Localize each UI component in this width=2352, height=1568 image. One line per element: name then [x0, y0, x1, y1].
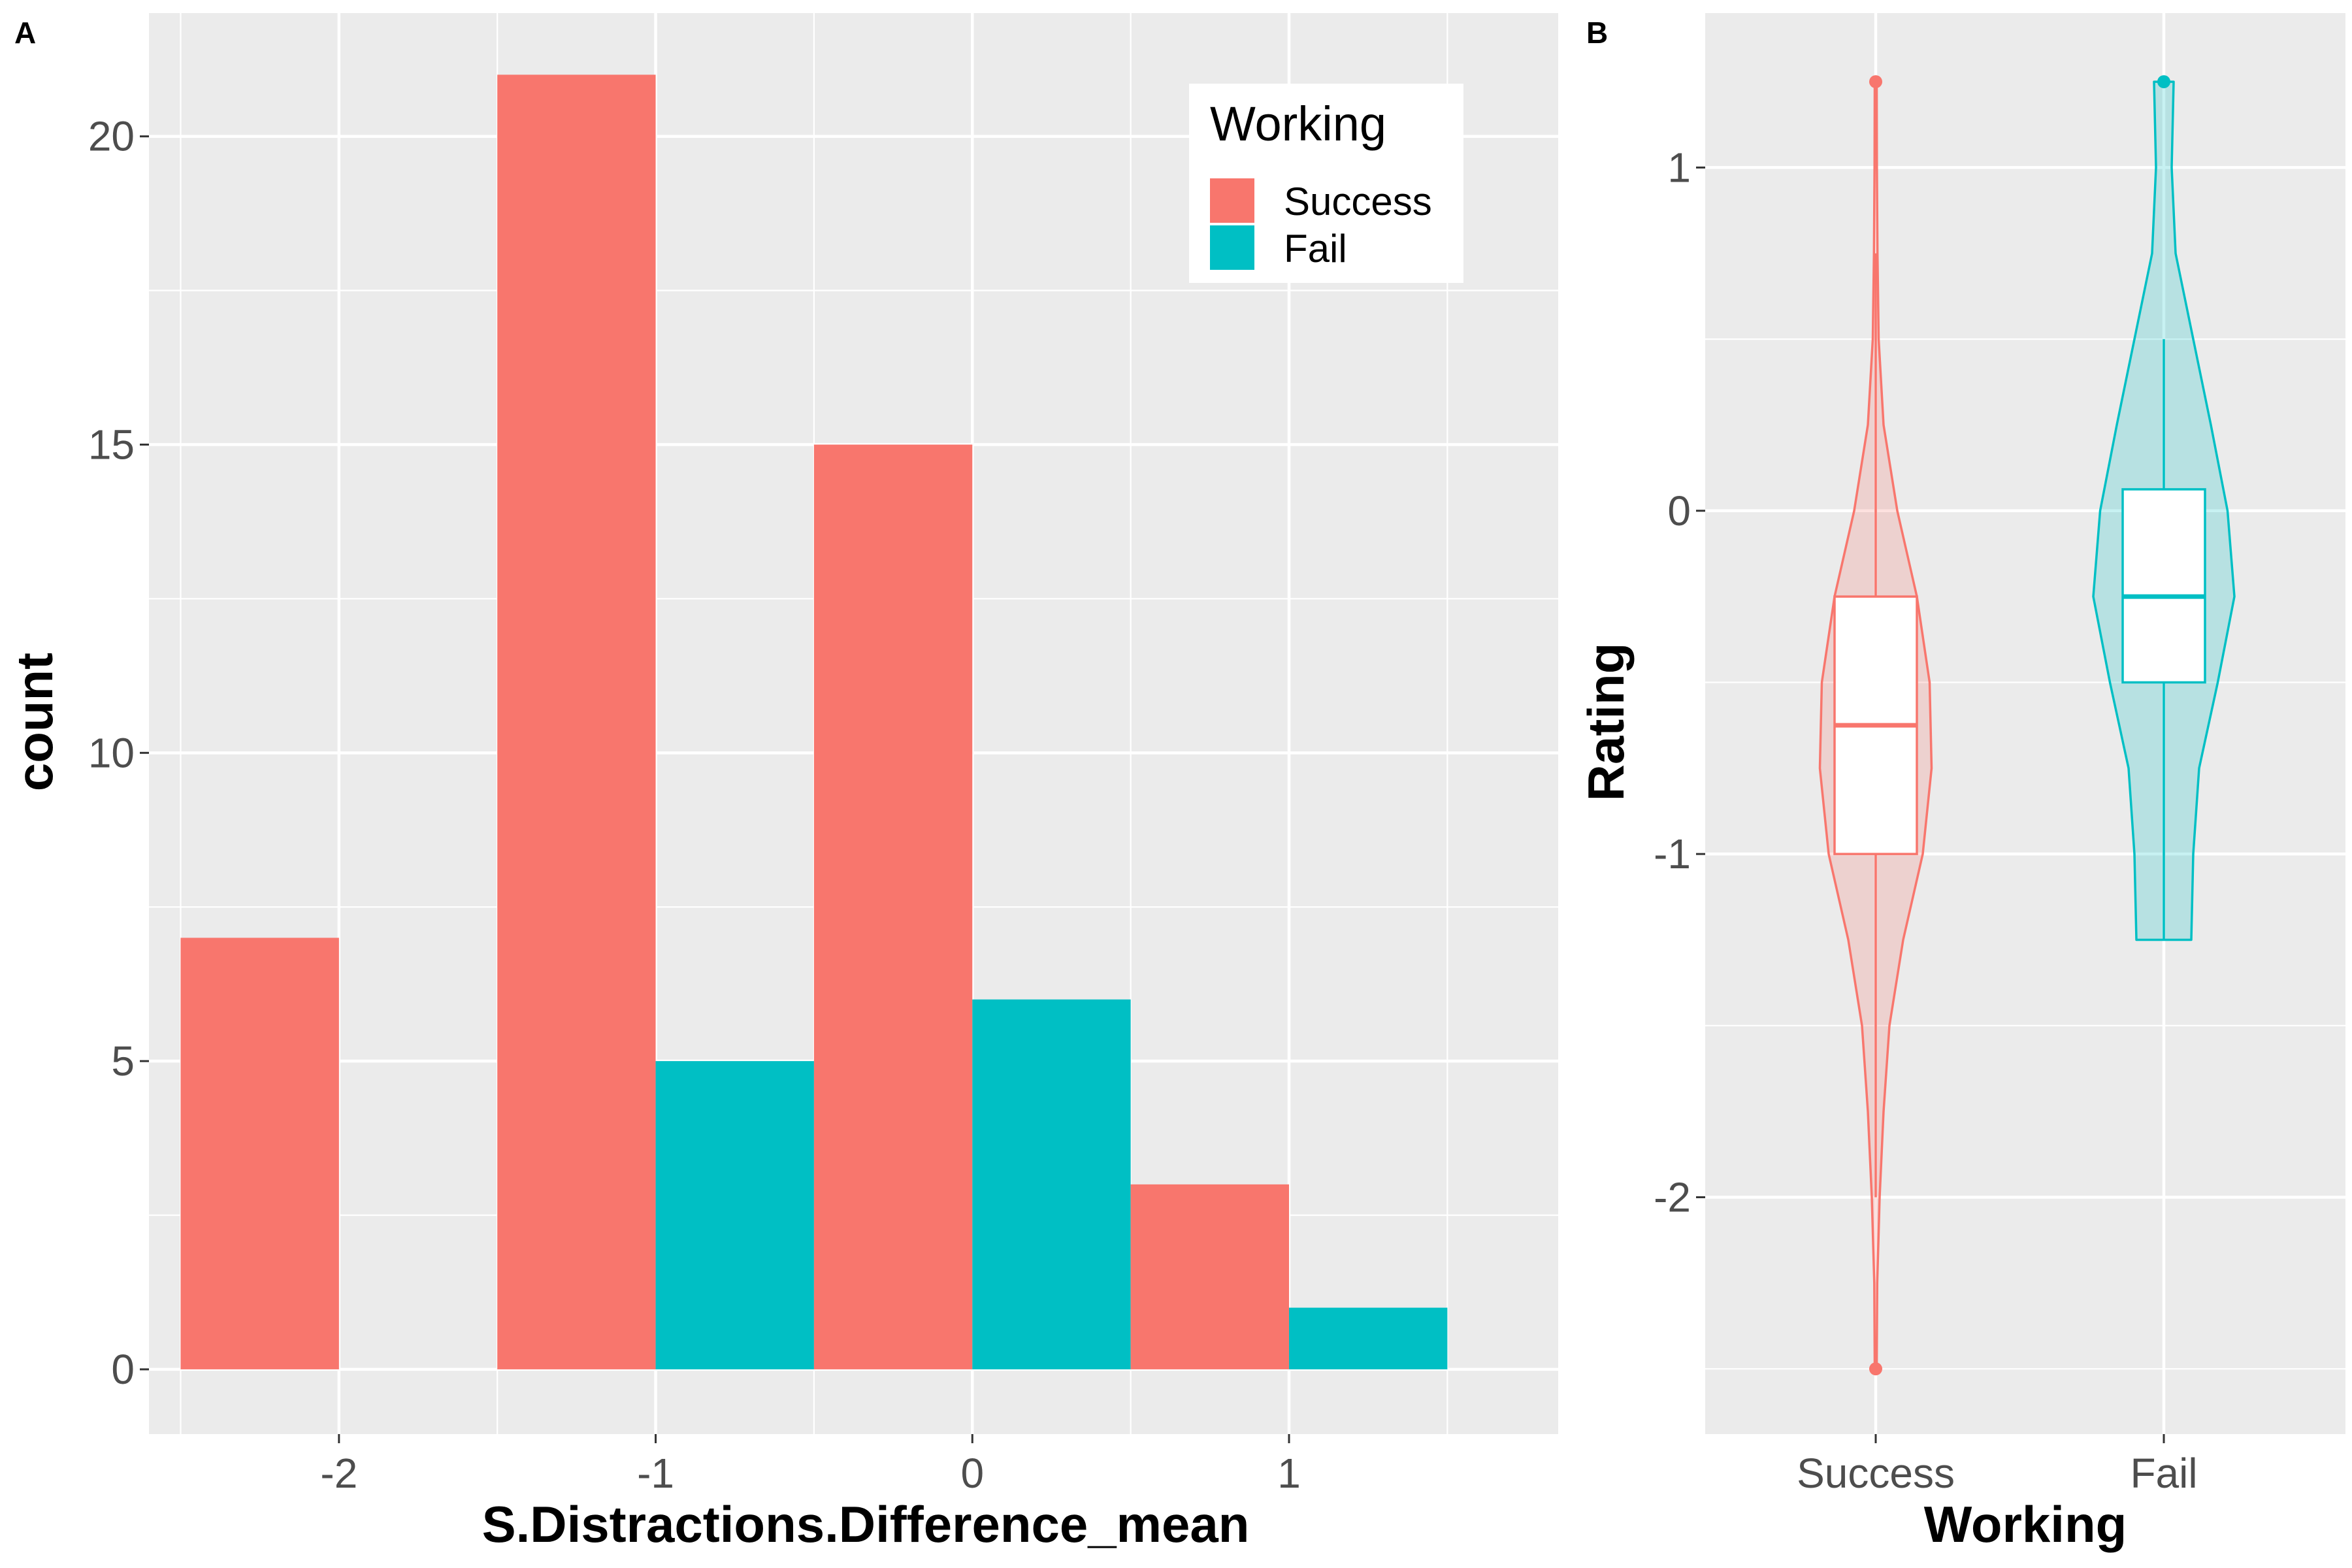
outlier-point: [1869, 75, 1882, 89]
y-tick-label: 5: [111, 1037, 135, 1085]
panel-b-y-ticks: -2 -1 0 1: [1654, 144, 1705, 1221]
bar-success: [180, 938, 339, 1369]
panel-a-bars: [180, 74, 1448, 1369]
outlier-point: [2157, 75, 2170, 89]
panel-a-y-ticks: 0 5 10 15 20: [88, 113, 149, 1393]
box-fail: [2121, 488, 2206, 684]
legend-key-fail: [1210, 225, 1254, 270]
outlier-point: [1869, 1362, 1882, 1376]
panel-b-background: [1705, 13, 2345, 1434]
panel-a-histogram: -2 -1 0 1 0 5 10 15 20 A S.Distractions.Differe…: [6, 13, 1558, 1553]
x-tick-label: -1: [637, 1450, 674, 1497]
y-tick-label: 0: [1667, 487, 1691, 534]
panel-a-label: A: [14, 16, 36, 50]
legend-label-success: Success: [1284, 180, 1432, 223]
bar-fail: [655, 1061, 814, 1369]
panel-b-y-axis-title: Rating: [1577, 643, 1635, 802]
x-tick-label: 0: [960, 1450, 984, 1497]
bar-success: [1130, 1184, 1289, 1369]
bar-fail: [1288, 1307, 1448, 1369]
panel-a-y-axis-title: count: [6, 653, 63, 791]
y-tick-label: 15: [88, 421, 135, 468]
panel-b-label: B: [1586, 16, 1608, 50]
bar-success: [497, 74, 656, 1369]
panel-b-x-ticks: Success Fail: [1797, 1434, 2198, 1497]
x-tick-label: 1: [1277, 1450, 1301, 1497]
x-tick-label: -2: [320, 1450, 357, 1497]
panel-b-x-axis-title: Working: [1924, 1495, 2127, 1553]
y-tick-label: -2: [1654, 1174, 1691, 1221]
legend-key-success: [1210, 178, 1254, 223]
legend-label-fail: Fail: [1284, 227, 1347, 270]
y-tick-label: 20: [88, 113, 135, 160]
bar-success: [813, 444, 973, 1369]
legend-title: Working: [1210, 97, 1386, 151]
y-tick-label: 10: [88, 729, 135, 776]
y-tick-label: 1: [1667, 144, 1691, 191]
x-tick-label: Fail: [2130, 1450, 2197, 1497]
panel-b-violins: [1818, 75, 2236, 1376]
bar-fail: [972, 999, 1131, 1369]
panel-b-gridlines: [1705, 13, 2345, 1434]
legend: Working Success Fail: [1189, 84, 1463, 283]
y-tick-label: -1: [1654, 830, 1691, 877]
x-tick-label: Success: [1797, 1450, 1955, 1497]
y-tick-label: 0: [111, 1346, 135, 1393]
panel-a-x-ticks: -2 -1 0 1: [320, 1434, 1301, 1497]
panel-a-x-axis-title: S.Distractions.Difference_mean: [482, 1495, 1250, 1553]
panel-b-violin: Success Fail -2 -1 0 1 B Working Rating: [1577, 13, 2345, 1553]
